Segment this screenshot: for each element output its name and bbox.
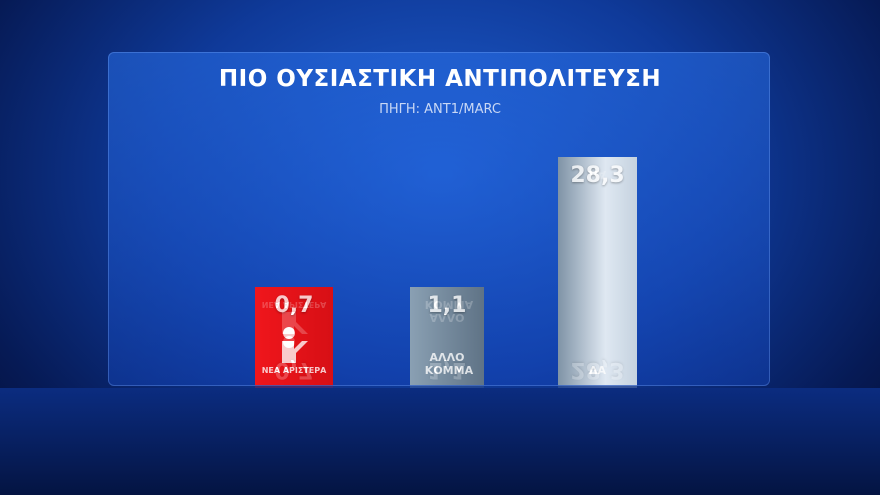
bar-value-label: 0,7 <box>274 357 314 382</box>
bar-value-label: 1,1 <box>427 357 467 382</box>
chart-subtitle: ΠΗΓΗ: ΑΝΤ1/MARC <box>379 102 501 117</box>
bar-reflection: 1,1 ΑΛΛΟ ΚΟΜΜΑ <box>410 290 484 388</box>
bar-category-label: ΔΑ <box>588 364 607 377</box>
bar-category-label: ΑΛΛΟ ΚΟΜΜΑ <box>424 351 474 377</box>
bar-value-label: 28,3 <box>570 163 625 188</box>
bar-reflection: 28,3 ΔΑ <box>558 160 637 388</box>
floor-background <box>0 388 880 495</box>
bar-category-label: ΝΕΑ ΑΡΙΣΤΕΡΑ <box>261 300 327 309</box>
chart-title: ΠΙΟ ΟΥΣΙΑΣΤΙΚΗ ΑΝΤΙΠΟΛΙΤΕΥΣΗ <box>218 66 662 92</box>
nea-aristera-logo-icon <box>280 327 308 363</box>
bar-category-label: ΝΕΑ ΑΡΙΣΤΕΡΑ <box>261 366 327 375</box>
bar-value-label: 0,7 <box>274 293 314 318</box>
nea-aristera-logo-icon <box>280 312 308 348</box>
bar-value-label: 28,3 <box>570 357 625 382</box>
bar-category-label: ΑΛΛΟ ΚΟΜΜΑ <box>424 298 474 324</box>
bar-value-label: 1,1 <box>427 293 467 318</box>
bar: 28,3 ΔΑ <box>558 157 637 385</box>
bar: 0,7 ΝΕΑ ΑΡΙΣΤΕΡΑ <box>255 287 333 385</box>
bar: 1,1 ΑΛΛΟ ΚΟΜΜΑ <box>410 287 484 385</box>
bar-category-label: ΔΑ <box>588 168 607 181</box>
bar-reflection: 0,7 ΝΕΑ ΑΡΙΣΤΕΡΑ <box>255 290 333 388</box>
